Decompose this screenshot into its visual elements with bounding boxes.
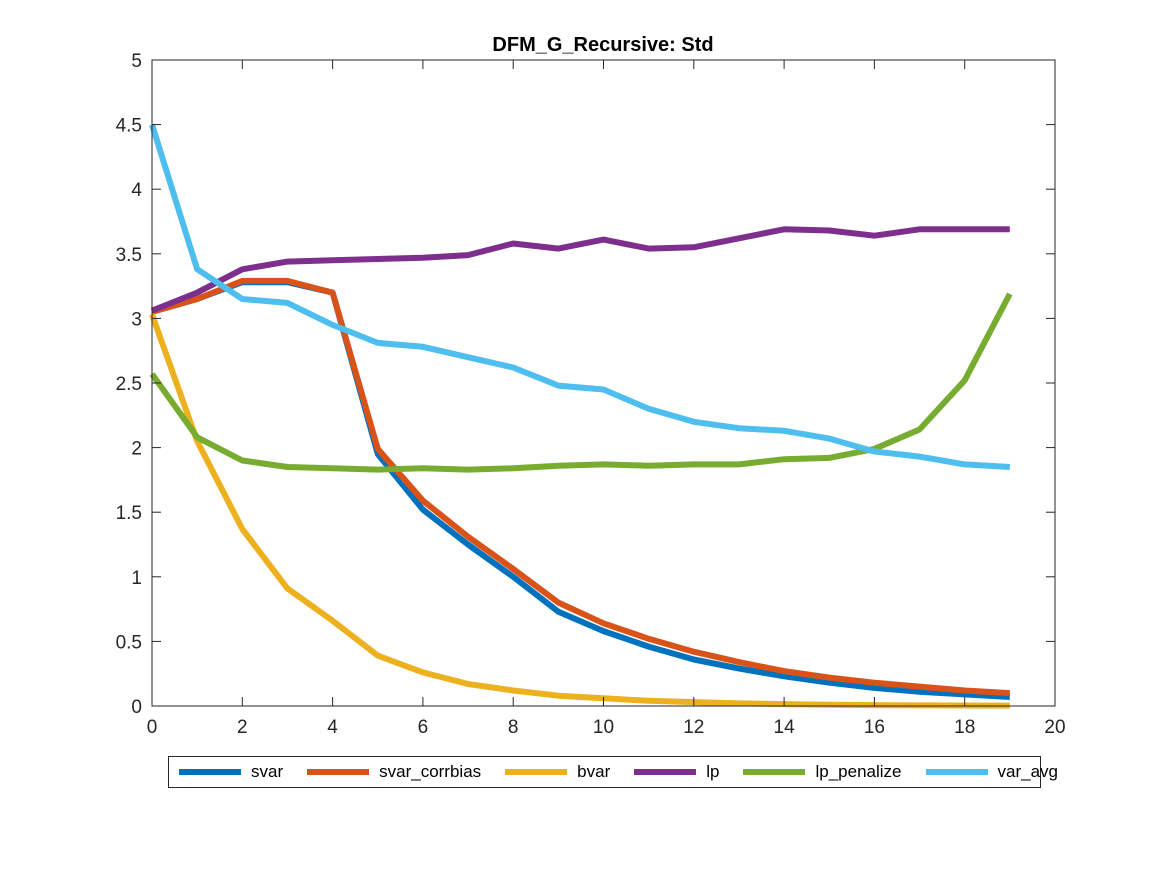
legend-item-svar: svar — [179, 762, 283, 782]
x-tick-label: 8 — [508, 717, 519, 738]
legend-label: var_avg — [997, 762, 1058, 781]
legend-label: lp — [706, 762, 720, 781]
x-tick-label: 20 — [1044, 717, 1065, 738]
legend-swatch — [925, 769, 988, 775]
x-tick-label: 14 — [774, 717, 796, 738]
series-line-lp — [150, 226, 1010, 314]
x-tick-label: 12 — [683, 717, 704, 738]
series-line-bvar — [149, 313, 1010, 709]
series-line-var-avg — [149, 123, 1010, 470]
legend-label: bvar — [577, 762, 611, 781]
legend-item-svar-corrbias: svar_corrbias — [307, 762, 481, 782]
legend-item-var-avg: var_avg — [925, 762, 1058, 782]
y-tick-label: 5 — [131, 51, 142, 72]
x-tick-label: 6 — [418, 717, 429, 738]
y-tick-label: 2 — [131, 439, 142, 460]
legend-swatch — [743, 769, 806, 775]
legend-item-bvar: bvar — [505, 762, 610, 782]
y-tick-label: 3.5 — [116, 245, 142, 266]
series-line-svar-corrbias — [151, 277, 1010, 697]
legend: svar svar_corrbias bvar lp lp_penalize var_av… — [168, 756, 1058, 788]
legend-label: svar_corrbias — [379, 762, 482, 781]
legend-label: svar — [251, 762, 284, 781]
x-tick-label: 2 — [237, 717, 248, 738]
plot-area — [152, 60, 1055, 706]
legend-swatch — [179, 769, 241, 775]
x-tick-label: 16 — [864, 717, 885, 738]
y-tick-label: 4.5 — [116, 116, 142, 137]
y-tick-label: 3 — [131, 309, 142, 330]
series-layer — [149, 123, 1013, 709]
chart-title: DFM_G_Recursive: Std — [492, 34, 713, 56]
legend-label: lp_penalize — [815, 762, 902, 781]
legend-item-lp-penalize: lp_penalize — [743, 762, 902, 782]
x-tick-label: 10 — [593, 717, 614, 738]
y-tick-label: 0.5 — [116, 632, 142, 653]
legend-swatch — [634, 769, 697, 775]
x-tick-label: 0 — [147, 717, 158, 738]
y-tick-label: 1.5 — [116, 503, 142, 524]
y-tick-label: 0 — [131, 697, 142, 718]
y-tick-label: 4 — [131, 180, 142, 201]
x-tick-label: 4 — [327, 717, 338, 738]
axes-layer: 0 2 4 6 8 10 12 14 16 18 20 0 0.5 1 1.5 2 2.5 3 3.5 4 4.5 5 — [116, 51, 1066, 738]
x-tick-label: 18 — [954, 717, 975, 738]
legend-swatch — [307, 769, 370, 775]
legend-item-lp: lp — [634, 762, 719, 782]
y-tick-label: 1 — [131, 568, 142, 589]
y-tick-label: 2.5 — [116, 374, 142, 395]
legend-swatch — [505, 769, 568, 775]
